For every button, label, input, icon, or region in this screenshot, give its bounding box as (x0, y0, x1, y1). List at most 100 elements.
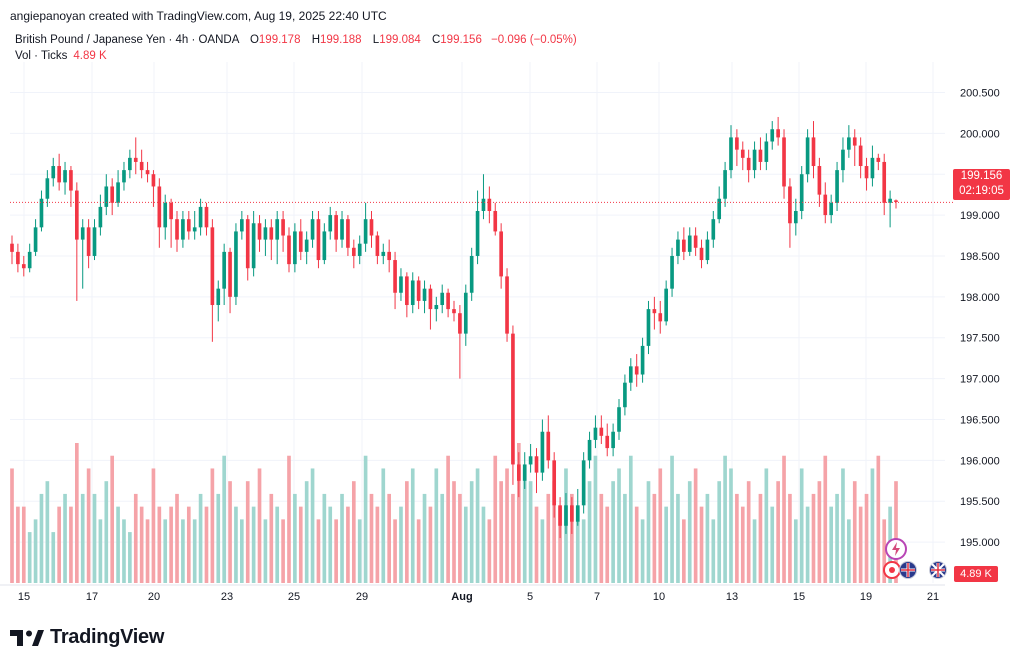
volume-bar (346, 506, 350, 583)
candle-body (717, 198, 722, 220)
volume-bar (605, 506, 610, 583)
volume-bar (481, 506, 486, 583)
volume-bar (882, 519, 887, 583)
volume-bar (86, 468, 91, 583)
candle-body (405, 276, 409, 306)
volume-bar (446, 455, 450, 583)
candle-body (57, 166, 61, 183)
candle-body (381, 251, 386, 256)
logo-text: TradingView (50, 626, 165, 648)
volume-bar (216, 493, 221, 583)
volume-bar (682, 519, 686, 583)
candle-body (646, 309, 651, 346)
candle-body (310, 219, 315, 240)
volume-bar (487, 519, 492, 583)
flag-japan-icon[interactable] (883, 561, 901, 579)
volume-bar (381, 468, 386, 583)
open-value: 199.178 (258, 34, 301, 46)
change-value: −0.096 (−0.05%) (491, 34, 577, 46)
volume-bar (351, 481, 356, 583)
volume-bar (458, 493, 462, 583)
volume-bar (175, 493, 179, 583)
candle-body (440, 292, 445, 306)
volume-bar (776, 481, 780, 583)
author-line: angiepanoyan created with TradingView.co… (10, 9, 387, 23)
candle-body (888, 198, 892, 203)
volume-bar (587, 481, 592, 583)
volume-bar (452, 481, 456, 583)
volume-bar (758, 493, 763, 583)
candle-body (234, 231, 238, 297)
volume-bar (116, 506, 120, 583)
volume-bar (316, 519, 321, 583)
candle-body (835, 170, 839, 203)
tradingview-logo[interactable]: TradingView (10, 626, 164, 649)
volume-bar (104, 481, 109, 583)
x-tick-label: 23 (221, 591, 233, 603)
last-price-tag: 199.156 02:19:05 (953, 169, 1010, 200)
volume-bar (793, 519, 798, 583)
volume-bar (864, 493, 869, 583)
candle-body (788, 186, 792, 224)
volume-bar (711, 519, 716, 583)
candle-body (894, 200, 898, 202)
candle-body (304, 239, 309, 252)
candle-body (505, 276, 509, 334)
candle-body (210, 227, 215, 306)
volume-bar (298, 506, 303, 583)
y-tick-label: 200.000 (960, 128, 1000, 140)
volume-bar (723, 455, 727, 583)
candle-body (45, 178, 50, 199)
volume-bar (357, 519, 362, 583)
candle-body (782, 137, 786, 187)
candle-body (410, 280, 415, 306)
volume-bar (151, 468, 156, 583)
candle-body (776, 129, 780, 138)
high-label: H (311, 34, 320, 46)
candle-body (552, 460, 557, 506)
candle-body (705, 239, 710, 261)
candle-body (257, 223, 262, 240)
candle-body (27, 251, 32, 269)
candle-body (346, 219, 350, 248)
volume-bar (263, 519, 268, 583)
volume-bar (552, 481, 557, 583)
candle-body (228, 251, 232, 297)
candle-body (446, 292, 450, 310)
flag-uk-icon[interactable] (899, 561, 917, 579)
y-tick-label: 197.500 (960, 333, 1000, 345)
volume-bar (251, 506, 256, 583)
lightning-icon[interactable] (885, 538, 907, 560)
volume-bar (16, 506, 20, 583)
candle-body (870, 157, 875, 179)
volume-bar (493, 455, 498, 583)
volume-bar (440, 493, 445, 583)
candle-body (682, 239, 686, 252)
candle-body (664, 288, 668, 322)
candle-body (298, 231, 303, 252)
candle-body (564, 505, 568, 526)
candle-body (758, 149, 763, 162)
candle-body (847, 137, 851, 150)
volume-bar (334, 519, 338, 583)
volume-bar (293, 493, 297, 583)
volume-bar (416, 519, 421, 583)
volume-bar (770, 506, 775, 583)
candle-body (575, 505, 580, 522)
candle-body (328, 215, 333, 232)
candle-body (676, 239, 680, 256)
volume-bar (69, 506, 73, 583)
candle-body (128, 157, 132, 171)
candle-body (841, 149, 845, 171)
candle-body (33, 227, 38, 252)
candle-body (316, 219, 321, 261)
volume-bar (139, 506, 144, 583)
flag-uk-icon-2[interactable] (929, 561, 947, 579)
volume-bar (27, 532, 32, 583)
volume-bar (186, 506, 191, 583)
candle-body (399, 276, 403, 293)
candle-body (723, 170, 727, 199)
volume-bar (894, 481, 898, 583)
y-tick-label: 196.000 (960, 455, 1000, 467)
